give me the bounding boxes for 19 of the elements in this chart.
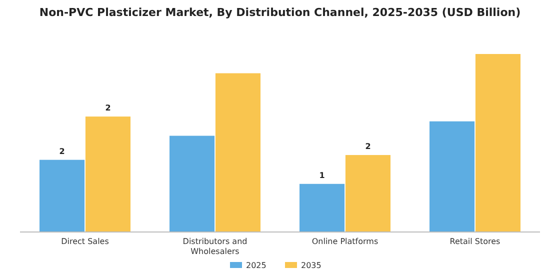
bar xyxy=(430,121,475,232)
data-label: 2 xyxy=(365,142,371,152)
chart-title: Non-PVC Plasticizer Market, By Distribution Channel, 2025-2035 (USD Billion) xyxy=(39,6,521,19)
legend-label: 2025 xyxy=(246,261,266,270)
data-label: 2 xyxy=(59,146,65,156)
x-tick-label: Direct Sales xyxy=(61,237,109,246)
x-tick-label: Retail Stores xyxy=(450,237,500,246)
bar xyxy=(215,73,260,232)
bar xyxy=(170,136,215,232)
bar xyxy=(40,160,85,232)
data-label: 2 xyxy=(105,104,111,113)
bar xyxy=(85,116,130,232)
bar xyxy=(345,155,390,232)
legend-label: 2035 xyxy=(301,261,322,270)
x-tick-label: Distributors and Wholesalers xyxy=(182,237,248,256)
bar xyxy=(475,54,520,232)
bar xyxy=(300,184,345,232)
x-tick-label: Online Platforms xyxy=(312,237,378,246)
data-label: 1 xyxy=(319,170,326,180)
